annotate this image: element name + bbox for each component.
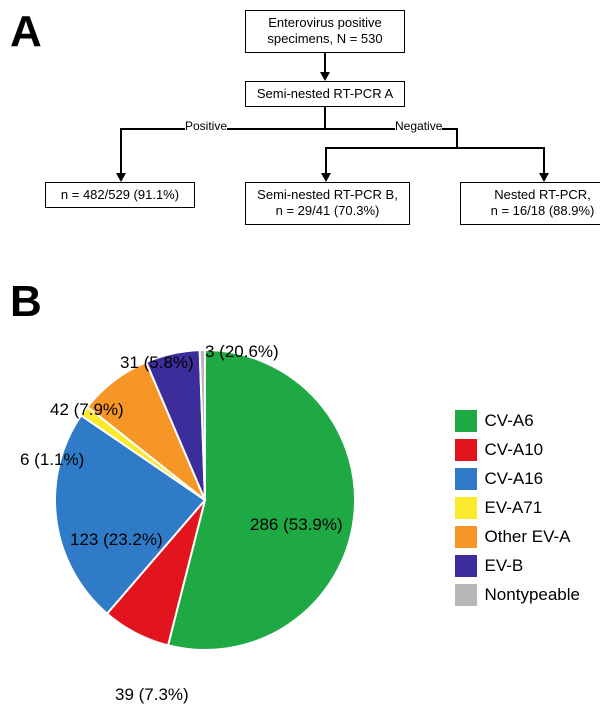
flow-node-right-r: Nested RT-PCR,n = 16/18 (88.9%) — [460, 182, 600, 225]
legend-item: Other EV-A — [455, 526, 580, 548]
arrow — [325, 147, 545, 149]
legend-swatch — [455, 584, 477, 606]
legend-item: CV-A10 — [455, 439, 580, 461]
arrow — [456, 128, 458, 148]
flow-label-positive: Positive — [185, 119, 227, 133]
flow-text-rl: Semi-nested RT-PCR B,n = 29/41 (70.3%) — [257, 187, 398, 218]
flowchart: Enterovirus positivespecimens, N = 530 S… — [65, 10, 585, 270]
pie-slice-label: 39 (7.3%) — [115, 685, 189, 705]
panel-b-label: B — [10, 280, 590, 324]
legend-item: EV-A71 — [455, 497, 580, 519]
flow-node-right-l: Semi-nested RT-PCR B,n = 29/41 (70.3%) — [245, 182, 410, 225]
legend-label: CV-A10 — [485, 440, 544, 460]
legend-swatch — [455, 497, 477, 519]
legend-item: EV-B — [455, 555, 580, 577]
flow-text-top: Enterovirus positivespecimens, N = 530 — [267, 15, 382, 46]
legend-label: Other EV-A — [485, 527, 571, 547]
pie-slice-label: 42 (7.9%) — [50, 400, 124, 420]
arrow — [324, 52, 326, 74]
legend-item: CV-A6 — [455, 410, 580, 432]
arrow-head-icon — [539, 173, 549, 182]
legend-label: EV-B — [485, 556, 524, 576]
arrow — [325, 147, 327, 175]
legend-item: Nontypeable — [455, 584, 580, 606]
legend-label: CV-A16 — [485, 469, 544, 489]
arrow — [324, 107, 326, 129]
pie-slice-label: 31 (5.8%) — [120, 353, 194, 373]
legend-label: CV-A6 — [485, 411, 534, 431]
legend-swatch — [455, 526, 477, 548]
legend-swatch — [455, 555, 477, 577]
arrow — [543, 147, 545, 175]
legend-swatch — [455, 468, 477, 490]
pie-slice-label: 123 (23.2%) — [70, 530, 163, 550]
flow-node-top: Enterovirus positivespecimens, N = 530 — [245, 10, 405, 53]
pie-chart — [30, 320, 380, 685]
legend-swatch — [455, 410, 477, 432]
flow-text-rr: Nested RT-PCR,n = 16/18 (88.9%) — [491, 187, 595, 218]
arrow-head-icon — [116, 173, 126, 182]
legend-label: EV-A71 — [485, 498, 543, 518]
pie-slice-label: 3 (20.6%) — [205, 342, 279, 362]
pie-slice-label: 6 (1.1%) — [20, 450, 84, 470]
panel-a: A Enterovirus positivespecimens, N = 530… — [10, 10, 590, 280]
legend-swatch — [455, 439, 477, 461]
flow-text-mid: Semi-nested RT-PCR A — [257, 86, 393, 101]
legend-label: Nontypeable — [485, 585, 580, 605]
arrow — [120, 128, 122, 175]
pie-slice-label: 286 (53.9%) — [250, 515, 343, 535]
arrow-head-icon — [321, 173, 331, 182]
panel-b: B 286 (53.9%)39 (7.3%)123 (23.2%)6 (1.1%… — [10, 280, 590, 700]
legend: CV-A6 CV-A10 CV-A16 EV-A71 Other EV-A EV-B Non… — [455, 410, 580, 613]
pie-svg — [30, 320, 380, 680]
flow-node-left: n = 482/529 (91.1%) — [45, 182, 195, 208]
arrow-head-icon — [320, 72, 330, 81]
flow-node-mid: Semi-nested RT-PCR A — [245, 81, 405, 107]
flow-label-negative: Negative — [395, 119, 442, 133]
flow-text-left: n = 482/529 (91.1%) — [61, 187, 179, 202]
legend-item: CV-A16 — [455, 468, 580, 490]
